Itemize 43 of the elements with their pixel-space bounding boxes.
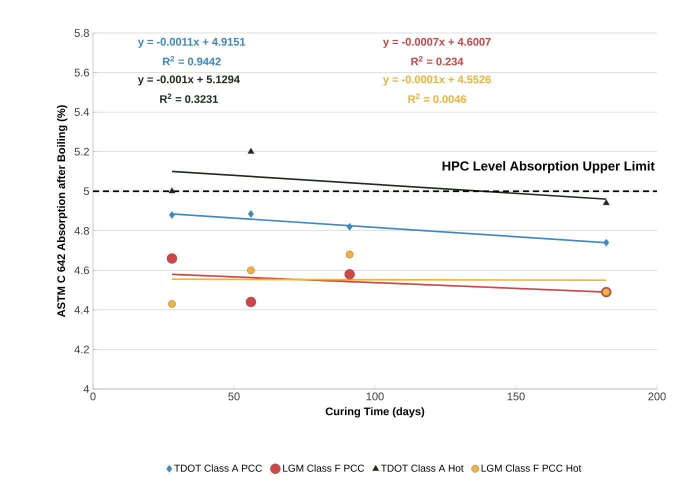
x-tick-label: 50 xyxy=(228,392,240,400)
x-tick-label: 200 xyxy=(648,392,666,400)
annotation: R$^{2}$ = 0.9442 xyxy=(162,56,221,66)
x-tick-label: 0 xyxy=(90,392,96,400)
y-tick-label: 5.6 xyxy=(74,68,89,76)
annotation: y = -0.0007x + 4.6007 xyxy=(382,38,491,48)
annotation: R$^{2}$ = 0.234 xyxy=(411,56,464,66)
point xyxy=(168,187,176,194)
annotation: R$^{2}$ = 0.3231 xyxy=(160,94,218,104)
point xyxy=(248,148,254,154)
annotation: y = -0.001x + 5.1294 xyxy=(138,75,240,86)
y-tick-label: 4.2 xyxy=(74,346,89,354)
point xyxy=(346,223,353,231)
point xyxy=(246,296,256,308)
y-axis-title: ASTM C 642 Absorption after Boiling (%) xyxy=(57,105,68,318)
point xyxy=(168,300,176,308)
annotation: y = -0.0001x + 4.5526 xyxy=(382,75,491,86)
y-tick-label: 5.4 xyxy=(74,108,90,116)
y-tick-label: 5 xyxy=(84,187,89,196)
legend-label: LGM Class F PCC xyxy=(283,464,364,472)
point xyxy=(166,253,178,264)
x-tick-label: 100 xyxy=(366,392,384,400)
y-tick-label: 5.2 xyxy=(74,148,89,156)
annotation: R$^{2}$ = 0.0046 xyxy=(408,94,466,103)
y-tick-label: 4.4 xyxy=(74,306,90,314)
point xyxy=(344,269,355,280)
point xyxy=(602,199,610,206)
y-tick-label: 4.8 xyxy=(74,226,89,235)
y-tick-label: 4.6 xyxy=(74,266,89,274)
point xyxy=(248,210,254,218)
x-tick-label: 150 xyxy=(508,392,525,400)
point xyxy=(346,250,354,258)
point xyxy=(603,238,610,246)
ref-line-label: HPC Level Absorption Upper Limit xyxy=(442,161,655,174)
y-tick-label: 4 xyxy=(84,385,90,393)
legend-label: LGM Class F PCC Hot xyxy=(482,464,582,472)
annotation: y = -0.0011x + 4.9151 xyxy=(138,38,246,48)
point xyxy=(169,211,175,219)
y-tick-label: 5.8 xyxy=(74,29,89,37)
legend-label: TDOT Class A PCC xyxy=(174,464,262,472)
x-axis-title: Curing Time (days) xyxy=(326,407,424,418)
legend-label: TDOT Class A Hot xyxy=(381,464,464,472)
point xyxy=(247,266,255,274)
